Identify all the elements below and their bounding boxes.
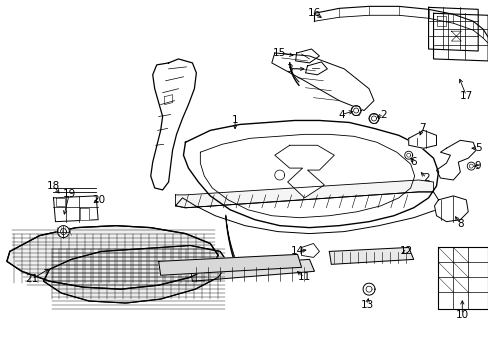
Text: 17: 17: [460, 91, 473, 101]
Polygon shape: [429, 7, 478, 51]
Polygon shape: [183, 121, 439, 228]
Polygon shape: [159, 255, 301, 275]
Text: 19: 19: [63, 189, 76, 199]
Polygon shape: [301, 243, 319, 257]
Polygon shape: [435, 196, 468, 222]
Polygon shape: [363, 283, 375, 295]
Text: 8: 8: [457, 219, 464, 229]
Polygon shape: [439, 247, 488, 309]
Polygon shape: [329, 247, 414, 264]
Polygon shape: [351, 105, 361, 116]
Polygon shape: [272, 53, 374, 111]
Text: 13: 13: [361, 300, 374, 310]
Polygon shape: [165, 95, 172, 105]
Polygon shape: [44, 246, 228, 303]
Text: 18: 18: [47, 181, 60, 191]
Text: 16: 16: [308, 8, 321, 18]
Polygon shape: [57, 226, 70, 238]
Polygon shape: [434, 13, 488, 61]
Text: 15: 15: [273, 48, 286, 58]
Text: 9: 9: [475, 161, 482, 171]
Text: 10: 10: [456, 310, 469, 320]
Polygon shape: [451, 31, 461, 41]
Polygon shape: [191, 260, 315, 281]
Polygon shape: [306, 62, 327, 75]
Text: 21: 21: [25, 274, 38, 284]
Text: 5: 5: [475, 143, 482, 153]
Polygon shape: [80, 208, 89, 220]
Polygon shape: [437, 140, 476, 180]
Text: 11: 11: [298, 272, 311, 282]
Text: 12: 12: [400, 247, 414, 256]
Text: 6: 6: [411, 157, 417, 167]
Polygon shape: [369, 113, 379, 123]
Text: 20: 20: [93, 195, 106, 205]
Polygon shape: [56, 198, 65, 206]
Text: 2: 2: [423, 173, 430, 183]
Polygon shape: [437, 16, 446, 26]
Text: 1: 1: [232, 116, 239, 126]
Text: 7: 7: [419, 123, 426, 134]
Text: 14: 14: [291, 247, 304, 256]
Text: 3: 3: [286, 64, 293, 74]
Polygon shape: [405, 151, 413, 159]
Polygon shape: [409, 130, 437, 148]
Polygon shape: [315, 6, 488, 43]
Text: 2: 2: [381, 109, 387, 120]
Polygon shape: [275, 145, 334, 198]
Polygon shape: [295, 49, 319, 63]
Polygon shape: [175, 180, 434, 208]
Polygon shape: [53, 196, 98, 222]
Polygon shape: [7, 226, 218, 289]
Text: 4: 4: [338, 109, 344, 120]
Polygon shape: [175, 192, 439, 234]
Polygon shape: [467, 162, 475, 170]
Polygon shape: [151, 59, 196, 190]
